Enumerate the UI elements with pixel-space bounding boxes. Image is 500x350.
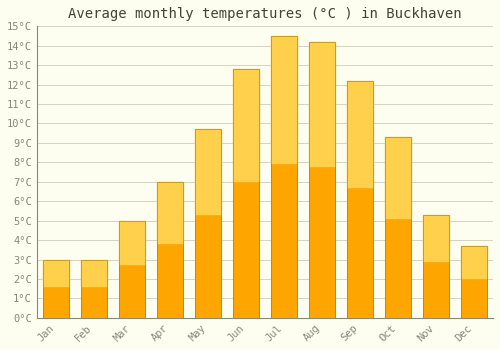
Bar — [460, 246, 487, 318]
Bar — [156, 182, 183, 243]
Bar — [232, 69, 259, 318]
Bar — [460, 246, 487, 318]
Bar — [346, 81, 374, 318]
Bar — [156, 182, 183, 318]
Bar — [80, 260, 107, 286]
Bar — [384, 137, 411, 218]
Bar — [270, 36, 297, 163]
Bar — [194, 129, 221, 318]
Bar — [346, 81, 374, 318]
Bar — [384, 137, 411, 318]
Bar — [194, 129, 221, 214]
Bar — [270, 36, 297, 318]
Bar — [422, 215, 450, 318]
Bar — [42, 260, 69, 286]
Bar — [308, 42, 336, 318]
Bar — [118, 220, 145, 318]
Bar — [80, 260, 107, 318]
Bar — [346, 81, 374, 188]
Bar — [232, 69, 259, 181]
Bar — [384, 137, 411, 318]
Bar — [42, 260, 69, 318]
Bar — [42, 260, 69, 318]
Bar — [80, 260, 107, 318]
Bar — [194, 129, 221, 318]
Bar — [118, 220, 145, 318]
Bar — [232, 69, 259, 318]
Bar — [270, 36, 297, 318]
Bar — [118, 220, 145, 264]
Bar — [460, 246, 487, 278]
Bar — [422, 215, 450, 318]
Bar — [422, 215, 450, 261]
Bar — [308, 42, 336, 166]
Title: Average monthly temperatures (°C ) in Buckhaven: Average monthly temperatures (°C ) in Bu… — [68, 7, 462, 21]
Bar — [308, 42, 336, 318]
Bar — [156, 182, 183, 318]
